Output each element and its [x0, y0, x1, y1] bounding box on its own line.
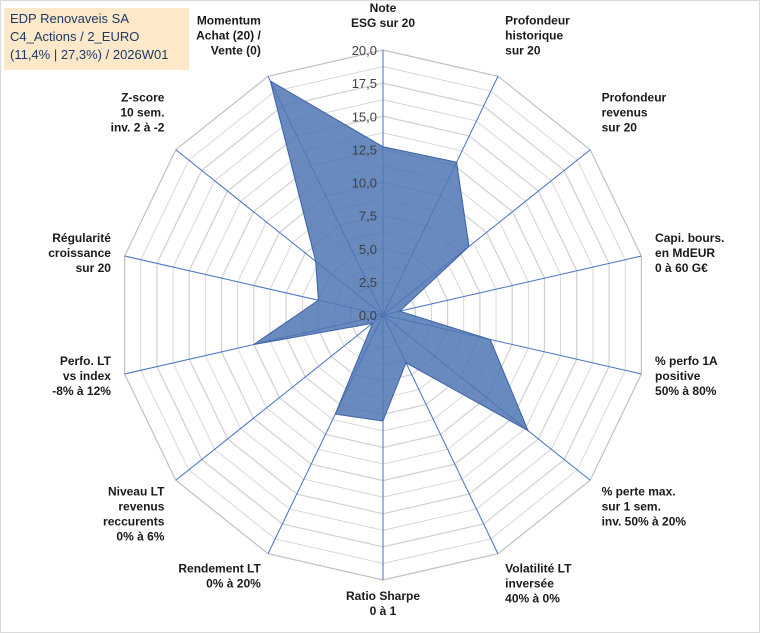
axis-label-line: sur 1 sem.	[602, 500, 661, 514]
axis-label: Note ESG sur 20	[351, 1, 415, 30]
tick-label: 7,5	[359, 209, 377, 224]
axis-label-line: 0% à 20%	[206, 577, 261, 591]
axis-label-line: Volatilité LT	[505, 562, 572, 576]
axis-label: Capi. bours. en MdEUR 0 à 60 G€	[655, 231, 724, 275]
axis-label-line: ESG sur 20	[351, 16, 415, 30]
tick-label: 0,0	[359, 308, 377, 323]
tick-label: 20,0	[352, 43, 377, 58]
axis-label-line: positive	[655, 369, 701, 383]
axis-label-line: 50% à 80%	[655, 384, 717, 398]
axis-label: Régularité croissance sur 20	[48, 231, 111, 275]
axis-label: Momentum Achat (20) / Vente (0)	[196, 13, 261, 57]
tick-layer: 0,0 2,5 5,0 7,5 10,0 12,5 15,0 17,5 20,0	[352, 43, 377, 323]
axis-label-line: Achat (20) /	[196, 28, 261, 42]
title-category: C4_Actions / 2_EURO	[10, 29, 140, 44]
axis-label-line: Ratio Sharpe	[346, 589, 420, 603]
axis-label-line: -8% à 12%	[52, 384, 111, 398]
title-stats: (11,4% | 27,3%) / 2026W01	[10, 47, 169, 62]
axis-label: Ratio Sharpe 0 à 1	[346, 589, 420, 618]
tick-label: 17,5	[352, 76, 377, 91]
axis-label-line: Z-score	[121, 90, 165, 104]
axis-label: Niveau LT revenus reccurents 0% à 6%	[103, 485, 165, 544]
axis-label: Profondeur historique sur 20	[505, 13, 570, 57]
axis-label: Perfo. LT vs index -8% à 12%	[52, 354, 111, 398]
axis-label-line: inversée	[505, 577, 554, 591]
axis-label: Volatilité LT inversée 40% à 0%	[505, 562, 572, 606]
axis-label-line: 0 à 1	[370, 604, 397, 618]
axis-label-line: Vente (0)	[211, 43, 261, 57]
axis-label: Rendement LT 0% à 20%	[178, 562, 261, 591]
axis-label-line: sur 20	[505, 43, 541, 57]
axis-label-line: 10 sem.	[120, 105, 164, 119]
axis-label-line: reccurents	[103, 515, 165, 529]
axis-label-line: Profondeur	[505, 13, 570, 27]
axis-label-line: Niveau LT	[108, 485, 165, 499]
axis-label-line: croissance	[48, 246, 111, 260]
axis-label-line: 0 à 60 G€	[655, 261, 708, 275]
title-company: EDP Renovaveis SA	[10, 11, 129, 26]
tick-label: 12,5	[352, 142, 377, 157]
axis-label-line: Rendement LT	[178, 562, 261, 576]
axis-spoke	[175, 314, 384, 481]
tick-label: 5,0	[359, 242, 377, 257]
axis-spoke	[382, 255, 642, 316]
axis-label-line: revenus	[118, 500, 164, 514]
axis-label-line: Momentum	[197, 13, 261, 27]
axis-label-line: % perte max.	[602, 485, 676, 499]
tick-label: 2,5	[359, 275, 377, 290]
axis-label-line: inv. 2 à -2	[111, 120, 165, 134]
axis-label-line: Note	[370, 1, 397, 15]
series-layer	[253, 79, 530, 432]
label-layer: Note ESG sur 20 Profondeur historique sur 20…	[48, 1, 724, 618]
axis-label-line: Régularité	[52, 231, 111, 245]
axis-label-line: Profondeur	[602, 90, 667, 104]
axis-label-line: sur 20	[602, 120, 638, 134]
axis-label-line: 0% à 6%	[116, 530, 164, 544]
axis-label-line: vs index	[63, 369, 111, 383]
axis-label-line: % perfo 1A	[655, 354, 718, 368]
axis-label-line: historique	[505, 28, 563, 42]
axis-label-line: sur 20	[76, 261, 112, 275]
axis-label-line: revenus	[602, 105, 648, 119]
axis-label-line: Capi. bours.	[655, 231, 724, 245]
tick-label: 10,0	[352, 176, 377, 191]
axis-label: % perfo 1A positive 50% à 80%	[655, 354, 718, 398]
axis-label: Profondeur revenus sur 20	[602, 90, 667, 134]
tick-label: 15,0	[352, 109, 377, 124]
axis-label-line: Perfo. LT	[60, 354, 112, 368]
axis-label: Z-score 10 sem. inv. 2 à -2	[111, 90, 165, 134]
chart-title-box: EDP Renovaveis SA C4_Actions / 2_EURO (1…	[4, 8, 189, 70]
axis-label-line: en MdEUR	[655, 246, 715, 260]
axis-label: % perte max. sur 1 sem. inv. 50% à 20%	[602, 485, 687, 529]
axis-label-line: inv. 50% à 20%	[602, 515, 687, 529]
data-series-area	[253, 79, 530, 432]
axis-label-line: 40% à 0%	[505, 592, 560, 606]
